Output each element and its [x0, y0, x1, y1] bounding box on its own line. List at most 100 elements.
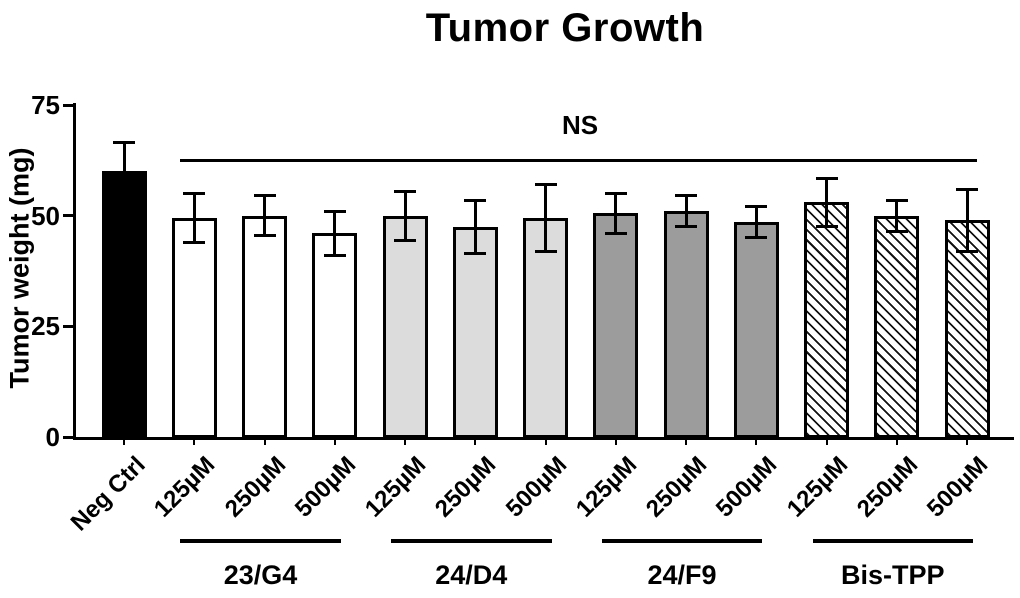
error-bar-cap-bottom [745, 236, 768, 240]
error-bar-cap-bottom [885, 229, 908, 233]
x-tick-label: 125µM [781, 451, 853, 523]
y-tick-label: 50 [31, 200, 60, 231]
x-tick-label: 125µM [149, 451, 221, 523]
error-bar-cap-bottom [604, 231, 627, 235]
error-bar-cap-top [604, 192, 627, 196]
error-bar-line [544, 184, 547, 252]
x-axis-line [73, 437, 1014, 440]
error-bar-cap-top [323, 209, 346, 213]
bar [312, 233, 358, 438]
bar [944, 220, 990, 438]
group-label: Bis-TPP [840, 560, 945, 590]
y-axis-line [73, 103, 76, 440]
y-axis-tick [63, 435, 73, 439]
group-underline [391, 539, 552, 543]
y-tick-label: 0 [45, 422, 60, 452]
x-tick-label: Neg Ctrl [65, 451, 151, 537]
x-axis-tick [123, 440, 125, 445]
error-bar-cap-top [745, 205, 768, 209]
error-bar-cap-top [675, 194, 697, 198]
chart-title: Tumor Growth [425, 6, 705, 50]
x-tick-label: 500µM [289, 451, 362, 523]
bar [101, 171, 147, 438]
error-bar-cap-top [113, 141, 135, 145]
y-axis-tick [63, 103, 73, 107]
group-label: 23/G4 [223, 560, 298, 590]
error-bar-line [473, 200, 477, 254]
x-axis-tick [614, 440, 617, 445]
x-axis-tick [685, 440, 687, 445]
error-bar-cap-top [464, 198, 487, 202]
x-tick-label: 125µM [570, 451, 643, 523]
error-bar-line [754, 206, 758, 238]
group-underline [601, 539, 763, 543]
error-bar-line [895, 200, 899, 232]
x-tick-label: 250µM [851, 451, 924, 523]
group-label: 24/F9 [647, 560, 717, 590]
bar [523, 217, 568, 438]
error-bar-line [333, 211, 337, 256]
error-bar-cap-bottom [464, 251, 487, 255]
y-axis-tick [63, 324, 73, 328]
x-axis-tick [263, 440, 266, 445]
x-tick-label: 250µM [219, 451, 291, 523]
error-bar-line [263, 195, 266, 236]
error-bar-line [684, 195, 688, 227]
significance-label: NS [561, 110, 599, 140]
y-tick-label: 25 [31, 311, 60, 342]
x-tick-label: 500µM [711, 451, 783, 523]
error-bar-cap-bottom [323, 254, 346, 257]
error-bar-cap-bottom [956, 249, 978, 253]
group-underline [180, 539, 341, 543]
x-tick-label: 500µM [922, 451, 994, 523]
error-bar-line [403, 191, 407, 240]
error-bar-cap-top [956, 187, 978, 191]
significance-line [180, 159, 977, 162]
error-bar-cap-bottom [253, 234, 276, 238]
error-bar-cap-top [885, 198, 908, 202]
error-bar-cap-bottom [113, 198, 135, 202]
error-bar-cap-bottom [675, 225, 697, 229]
x-tick-label: 250µM [430, 451, 502, 523]
x-axis-tick [966, 440, 968, 445]
bar [663, 211, 709, 438]
error-bar-line [965, 189, 969, 252]
x-axis-tick [895, 440, 898, 445]
x-axis-tick [474, 440, 477, 445]
x-axis-tick [193, 440, 196, 445]
bar [171, 217, 217, 438]
error-bar-cap-bottom [815, 225, 838, 229]
y-tick-label: 75 [31, 90, 60, 120]
error-bar-cap-top [815, 176, 838, 180]
group-label: 24/D4 [435, 560, 508, 590]
bar [804, 202, 849, 438]
bar [874, 215, 920, 438]
bar [593, 213, 639, 438]
error-bar-cap-top [394, 189, 416, 193]
y-axis-tick [63, 214, 73, 218]
bar [733, 222, 779, 438]
x-axis-tick [825, 440, 828, 445]
error-bar-cap-bottom [534, 249, 557, 253]
x-axis-tick [333, 440, 336, 445]
bar [452, 226, 498, 438]
x-tick-label: 250µM [641, 451, 713, 523]
error-bar-cap-bottom [183, 240, 206, 244]
x-axis-tick [544, 440, 547, 445]
error-bar-line [192, 193, 196, 243]
error-bar-cap-top [534, 183, 557, 187]
error-bar-cap-top [183, 192, 206, 196]
error-bar-line [122, 142, 126, 201]
error-bar-line [825, 178, 828, 227]
error-bar-cap-bottom [394, 238, 416, 242]
error-bar-line [614, 193, 618, 234]
x-tick-label: 125µM [360, 451, 432, 523]
x-axis-tick [755, 440, 758, 445]
x-tick-label: 500µM [500, 451, 572, 523]
bar [242, 215, 287, 438]
bar [382, 215, 428, 438]
error-bar-cap-top [253, 194, 276, 198]
x-axis-tick [404, 440, 406, 445]
